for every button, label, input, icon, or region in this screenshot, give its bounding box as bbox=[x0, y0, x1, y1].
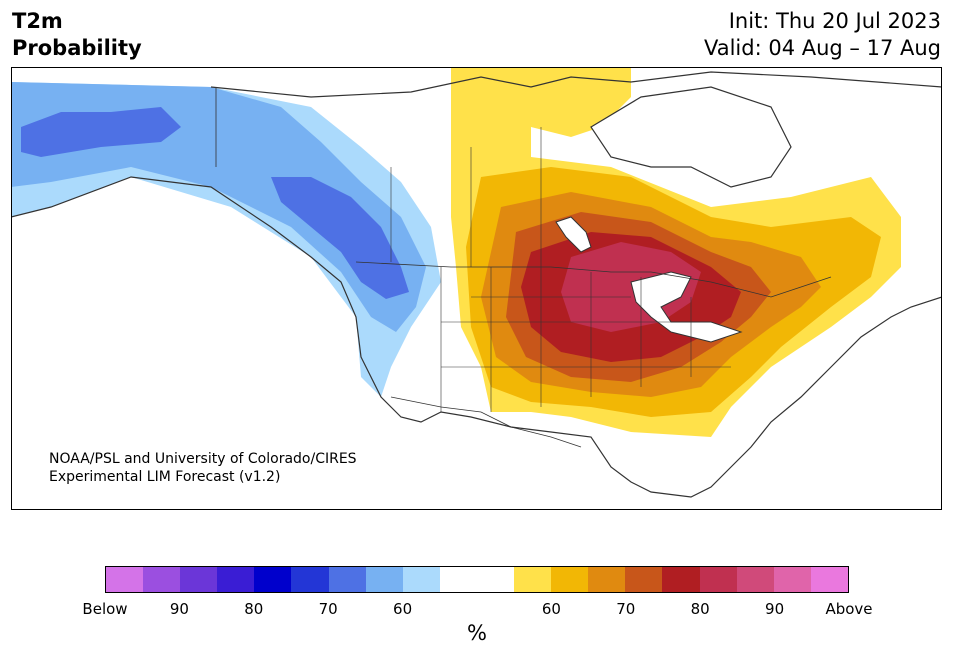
colorbar-segment bbox=[254, 567, 292, 592]
colorbar-segment bbox=[514, 567, 552, 592]
hudson-bay-coast bbox=[590, 86, 792, 188]
arctic-coast bbox=[210, 71, 942, 98]
below-normal-70-region-pnw bbox=[271, 177, 409, 299]
credit-line-2: Experimental LIM Forecast (v1.2) bbox=[49, 469, 281, 485]
colorbar-segment bbox=[773, 567, 811, 592]
variable-label: T2m bbox=[12, 9, 63, 33]
colorbar-tick-label: 90 bbox=[765, 600, 785, 618]
map-title: T2m Probability bbox=[12, 8, 142, 62]
colorbar-segment bbox=[180, 567, 218, 592]
colorbar-segment bbox=[106, 567, 144, 592]
forecast-dates: Init: Thu 20 Jul 2023 Valid: 04 Aug – 17… bbox=[704, 8, 941, 62]
above-normal-95-region bbox=[561, 242, 701, 332]
colorbar-tick-label: 70 bbox=[616, 600, 636, 618]
colorbar-segment bbox=[328, 567, 366, 592]
state-borders bbox=[390, 127, 731, 412]
colorbar-segment bbox=[439, 567, 477, 592]
us-mexico-border bbox=[390, 396, 582, 448]
colorbar-tick-label: 90 bbox=[169, 600, 189, 618]
colorbar-segment bbox=[810, 567, 848, 592]
colorbar-segment bbox=[143, 567, 181, 592]
colorbar bbox=[105, 566, 849, 593]
colorbar-segment bbox=[662, 567, 700, 592]
colorbar-segment bbox=[476, 567, 515, 592]
forecast-map bbox=[11, 67, 942, 510]
credit-text: NOAA/PSL and University of Colorado/CIRE… bbox=[49, 450, 357, 486]
hudson-bay-water bbox=[591, 87, 791, 187]
colorbar-unit: % bbox=[467, 621, 487, 645]
colorbar-segment bbox=[365, 567, 403, 592]
colorbar-tick-label: Below bbox=[82, 600, 128, 618]
colorbar-tick-label: 80 bbox=[690, 600, 710, 618]
below-normal-70-region-west bbox=[21, 107, 181, 157]
colorbar-segment bbox=[217, 567, 255, 592]
colorbar-tick-label: 60 bbox=[393, 600, 413, 618]
lake-winnipeg bbox=[555, 216, 592, 253]
colorbar-segment bbox=[551, 567, 589, 592]
colorbar-tick-label: 80 bbox=[244, 600, 264, 618]
init-date: Init: Thu 20 Jul 2023 bbox=[728, 9, 941, 33]
colorbar-segment bbox=[291, 567, 329, 592]
colorbar-tick-label: 70 bbox=[318, 600, 338, 618]
subtitle-label: Probability bbox=[12, 36, 142, 60]
colorbar-segment bbox=[402, 567, 440, 592]
colorbar-segment bbox=[699, 567, 737, 592]
colorbar-segment bbox=[588, 567, 626, 592]
coastline bbox=[11, 176, 942, 498]
colorbar-segment bbox=[625, 567, 663, 592]
valid-range: Valid: 04 Aug – 17 Aug bbox=[703, 36, 941, 60]
us-canada-border bbox=[355, 261, 832, 298]
colorbar-tick-label: Above bbox=[825, 600, 873, 618]
colorbar-segment bbox=[736, 567, 774, 592]
map-frame bbox=[11, 67, 942, 510]
colorbar-tick-label: 60 bbox=[541, 600, 561, 618]
credit-line-1: NOAA/PSL and University of Colorado/CIRE… bbox=[49, 451, 357, 467]
